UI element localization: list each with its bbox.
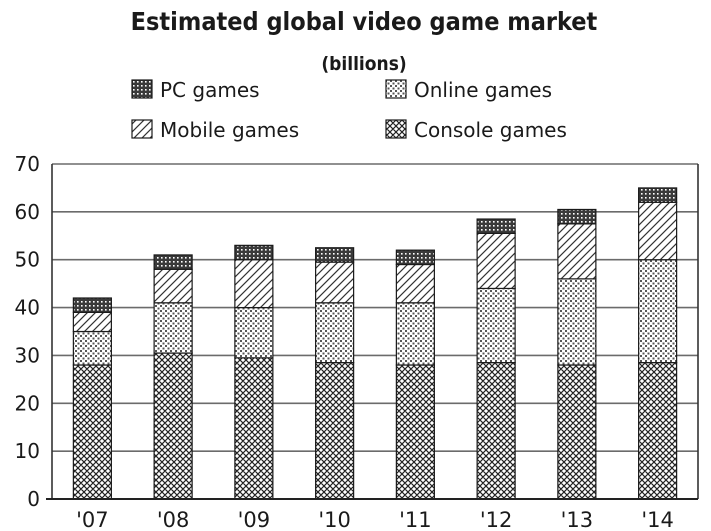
- bar-segment-console-games-10: [315, 362, 355, 500]
- legend-swatch-console-games: [385, 119, 407, 139]
- legend-swatch-mobile-games: [131, 119, 153, 139]
- bar-segment-mobile-games-09: [234, 259, 274, 309]
- y-tick-label: 50: [15, 248, 40, 272]
- legend: PC games Online games Mobile games Console …: [131, 78, 567, 142]
- bar-segment-pc-games-09: [234, 244, 274, 261]
- y-tick-label: 70: [15, 152, 40, 176]
- bar-segment-mobile-games-11: [395, 263, 435, 304]
- x-tick-label: '14: [641, 508, 674, 531]
- bar-segment-console-games-07: [72, 364, 112, 500]
- bar-segment-pc-games-10: [315, 247, 355, 263]
- bar-segment-console-games-12: [476, 362, 516, 500]
- bar-segment-mobile-games-12: [476, 232, 516, 290]
- bar-segment-console-games-11: [395, 364, 435, 500]
- bar-segment-console-games-08: [153, 352, 193, 500]
- bar-segment-console-games-09: [234, 357, 274, 500]
- legend-label-pc-games: PC games: [160, 78, 260, 102]
- plot-area: 0 10 20 30 40 50 60 70 '07 '08 '09 '10 '11 '12 '13 '14: [15, 152, 699, 531]
- bar-segment-online-games-08: [153, 302, 193, 354]
- x-tick-label: '12: [480, 508, 513, 531]
- x-tick-label: '07: [76, 508, 109, 531]
- bar-segment-online-games-14: [638, 259, 678, 364]
- chart-title: Estimated global video game market: [131, 7, 598, 36]
- bar-segment-online-games-13: [557, 278, 597, 366]
- y-tick-label: 0: [27, 487, 40, 511]
- bar-segment-pc-games-11: [395, 249, 435, 266]
- bar-segment-pc-games-13: [557, 208, 597, 225]
- legend-swatch-online-games: [385, 79, 407, 99]
- y-tick-label: 40: [15, 296, 40, 320]
- bar-segment-mobile-games-08: [153, 268, 193, 304]
- bar-segment-console-games-13: [557, 364, 597, 500]
- bar-segment-online-games-09: [234, 306, 274, 359]
- x-tick-label: '08: [157, 508, 190, 531]
- chart-subtitle: (billions): [321, 53, 406, 75]
- bar-segment-online-games-12: [476, 287, 516, 364]
- y-tick-label: 30: [15, 343, 40, 367]
- legend-label-online-games: Online games: [414, 78, 552, 102]
- x-tick-label: '13: [561, 508, 594, 531]
- bar-segment-pc-games-14: [638, 187, 678, 203]
- y-tick-label: 10: [15, 439, 40, 463]
- x-tick-label: '10: [318, 508, 351, 531]
- bar-segment-mobile-games-14: [638, 201, 678, 261]
- bar-segment-online-games-10: [315, 302, 355, 364]
- bar-segment-mobile-games-10: [315, 261, 355, 304]
- bar-segment-online-games-07: [72, 330, 112, 366]
- legend-label-console-games: Console games: [414, 118, 567, 142]
- legend-swatch-pc-games: [131, 79, 153, 99]
- legend-label-mobile-games: Mobile games: [160, 118, 299, 142]
- bar-segment-mobile-games-07: [72, 311, 112, 333]
- bar-segment-console-games-14: [638, 362, 678, 500]
- bar-segment-online-games-11: [395, 302, 435, 366]
- bar-segment-pc-games-07: [72, 297, 112, 313]
- x-tick-label: '09: [238, 508, 271, 531]
- bar-segment-pc-games-08: [153, 254, 193, 270]
- x-tick-label: '11: [399, 508, 432, 531]
- y-tick-label: 60: [15, 200, 40, 224]
- bar-segment-pc-games-12: [476, 218, 516, 234]
- bar-segment-mobile-games-13: [557, 223, 597, 280]
- y-tick-label: 20: [15, 391, 40, 415]
